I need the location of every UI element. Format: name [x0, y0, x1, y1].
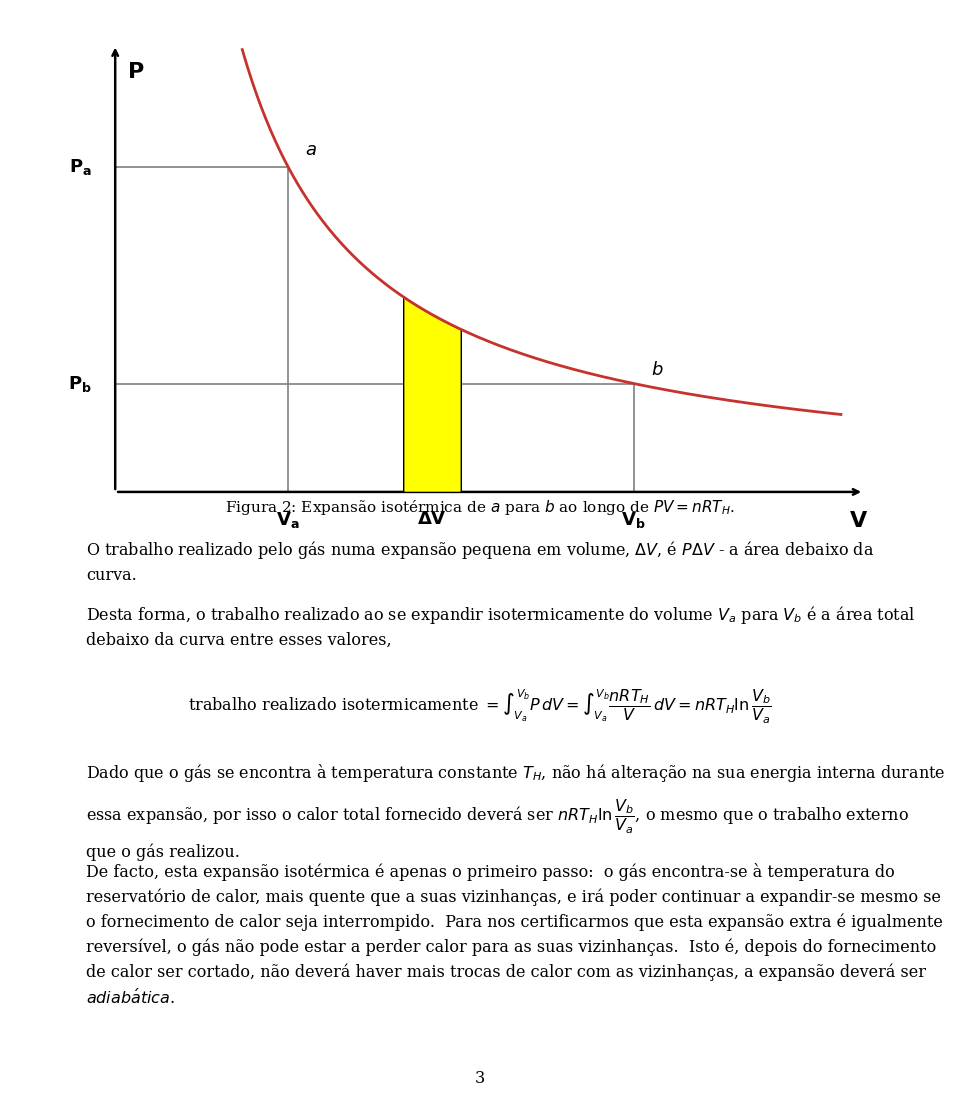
Text: Desta forma, o trabalho realizado ao se expandir isotermicamente do volume $V_a$: Desta forma, o trabalho realizado ao se …: [86, 604, 916, 650]
Text: $\mathbf{V_a}$: $\mathbf{V_a}$: [276, 510, 300, 530]
Text: $\mathbf{\Delta V}$: $\mathbf{\Delta V}$: [417, 510, 447, 528]
Text: $\mathit{a}$: $\mathit{a}$: [305, 141, 317, 159]
Text: Figura 2: Expansão isotérmica de $a$ para $b$ ao longo de $PV = nRT_H$.: Figura 2: Expansão isotérmica de $a$ par…: [225, 498, 735, 517]
Text: O trabalho realizado pelo gás numa expansão pequena em volume, $\Delta V$, é $P\: O trabalho realizado pelo gás numa expan…: [86, 539, 875, 585]
Text: Dado que o gás se encontra à temperatura constante $T_H$, não há alteração na su: Dado que o gás se encontra à temperatura…: [86, 762, 946, 861]
Text: $\mathbf{P_b}$: $\mathbf{P_b}$: [68, 373, 92, 394]
Text: $\mathit{b}$: $\mathit{b}$: [651, 361, 663, 379]
Text: $\mathbf{P}$: $\mathbf{P}$: [128, 61, 145, 83]
Text: $\mathbf{P_a}$: $\mathbf{P_a}$: [69, 157, 92, 177]
Text: $\mathbf{V}$: $\mathbf{V}$: [849, 510, 868, 532]
Text: $\mathbf{V_b}$: $\mathbf{V_b}$: [621, 510, 646, 530]
Text: De facto, esta expansão isotérmica é apenas o primeiro passo:  o gás encontra-se: De facto, esta expansão isotérmica é ape…: [86, 863, 944, 1008]
Text: trabalho realizado isotermicamente $= \int_{V_a}^{V_b} P\,dV = \int_{V_a}^{V_b} : trabalho realizado isotermicamente $= \i…: [188, 688, 772, 727]
Text: 3: 3: [475, 1070, 485, 1087]
